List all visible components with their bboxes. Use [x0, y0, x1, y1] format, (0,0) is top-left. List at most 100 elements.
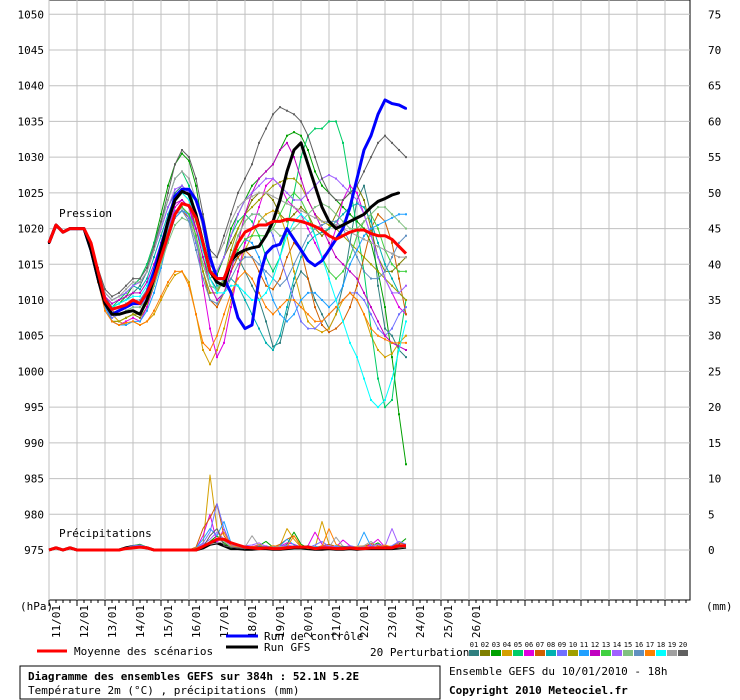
right-tick-label: 35 [708, 294, 721, 307]
series-point-control [398, 104, 400, 106]
series-point-p14 [300, 199, 302, 201]
series-point-p10 [391, 284, 393, 287]
perturbation-id-label: 03 [492, 641, 500, 649]
series-point-p13 [286, 199, 288, 201]
series-point-p14 [272, 177, 274, 180]
series-point-p19 [111, 299, 113, 301]
series-point-control [307, 259, 309, 262]
series-point-p09 [377, 327, 379, 330]
series-point-p08 [265, 341, 267, 344]
series-point-p20 [293, 113, 295, 116]
series-point-p08 [279, 334, 281, 337]
series-point-p08 [272, 349, 274, 351]
series-point-p17 [349, 291, 351, 294]
legend-gfs-label: Run GFS [264, 641, 310, 654]
series-point-p16 [209, 299, 211, 301]
series-point-p08 [286, 306, 288, 309]
legend-perturbations-label: 20 Perturbations [370, 646, 476, 659]
series-point-control [209, 256, 211, 259]
perturbation-swatch [557, 650, 567, 656]
series-point-p17 [223, 313, 225, 316]
series-point-gfs [132, 309, 134, 312]
series-point-gfs [342, 224, 344, 226]
series-point-p17 [237, 277, 239, 280]
series-point-gfs [174, 199, 176, 201]
series-point-p17 [398, 341, 400, 344]
series-point-p07 [391, 241, 393, 244]
left-tick-label: 1000 [18, 365, 45, 378]
series-point-p18 [132, 295, 134, 298]
series-point-p11 [272, 299, 274, 301]
series-point-p14 [342, 184, 344, 187]
series-point-p01 [251, 284, 253, 287]
series-point-p12 [370, 306, 372, 309]
series-point-p10 [363, 256, 365, 259]
series-point-p17 [272, 313, 274, 316]
perturbation-swatch [546, 650, 556, 656]
series-point-control [356, 177, 358, 180]
series-point-p10 [209, 291, 211, 294]
perturbation-swatch [601, 650, 611, 656]
perturbation-id-label: 11 [580, 641, 588, 649]
series-point-p03 [181, 152, 183, 155]
series-point-p18 [279, 256, 281, 259]
perturbation-id-label: 05 [514, 641, 522, 649]
series-point-p20 [202, 213, 204, 216]
series-point-p01 [286, 313, 288, 316]
series-point-p16 [195, 249, 197, 251]
series-point-p12 [314, 213, 316, 216]
right-tick-label: 15 [708, 437, 721, 450]
left-tick-label: 985 [24, 473, 44, 486]
series-point-p10 [370, 263, 372, 266]
series-point-p04 [160, 299, 162, 301]
series-point-p02 [230, 241, 232, 244]
series-point-p19 [139, 281, 141, 284]
series-point-p14 [265, 177, 267, 180]
series-point-p05 [391, 399, 393, 401]
series-point-p04 [230, 299, 232, 301]
series-point-p14 [230, 234, 232, 237]
series-point-p19 [132, 281, 134, 284]
series-point-p17 [125, 321, 127, 324]
series-point-p14 [251, 191, 253, 194]
series-point-p20 [328, 191, 330, 194]
series-point-p06 [216, 356, 218, 359]
series-point-p10 [272, 184, 274, 187]
series-point-p16 [188, 220, 190, 223]
series-point-p08 [321, 231, 323, 234]
series-point-p05 [251, 220, 253, 223]
series-point-p19 [314, 216, 316, 219]
series-point-gfs [251, 246, 253, 249]
series-point-p20 [356, 184, 358, 187]
series-point-gfs [90, 249, 92, 251]
series-point-p17 [328, 313, 330, 316]
perturbation-id-label: 02 [481, 641, 489, 649]
series-point-p06 [146, 306, 148, 309]
series-point-gfs [216, 281, 218, 284]
series-point-p12 [398, 345, 400, 348]
series-point-control [188, 188, 190, 191]
series-line-p17 [48, 224, 406, 351]
series-point-p17 [342, 299, 344, 301]
perturbation-id-label: 01 [470, 641, 478, 649]
series-point-p12 [335, 256, 337, 259]
perturbation-swatch [612, 650, 622, 656]
series-point-p18 [223, 291, 225, 294]
title-box [19, 665, 441, 700]
series-point-p15 [328, 206, 330, 209]
series-point-p14 [181, 184, 183, 187]
perturbation-id-label: 09 [558, 641, 566, 649]
series-point-p10 [286, 177, 288, 180]
pressure-label: Pression [59, 207, 112, 220]
series-point-p20 [286, 109, 288, 112]
x-tick-label: 22/01 [358, 605, 371, 638]
series-point-p02 [300, 206, 302, 209]
series-point-p17 [188, 284, 190, 287]
series-point-p18 [216, 291, 218, 294]
series-point-p12 [300, 177, 302, 180]
x-tick-label: 14/01 [134, 605, 147, 638]
series-point-p06 [223, 341, 225, 344]
series-point-p16 [370, 277, 372, 280]
series-point-p18 [125, 299, 127, 301]
